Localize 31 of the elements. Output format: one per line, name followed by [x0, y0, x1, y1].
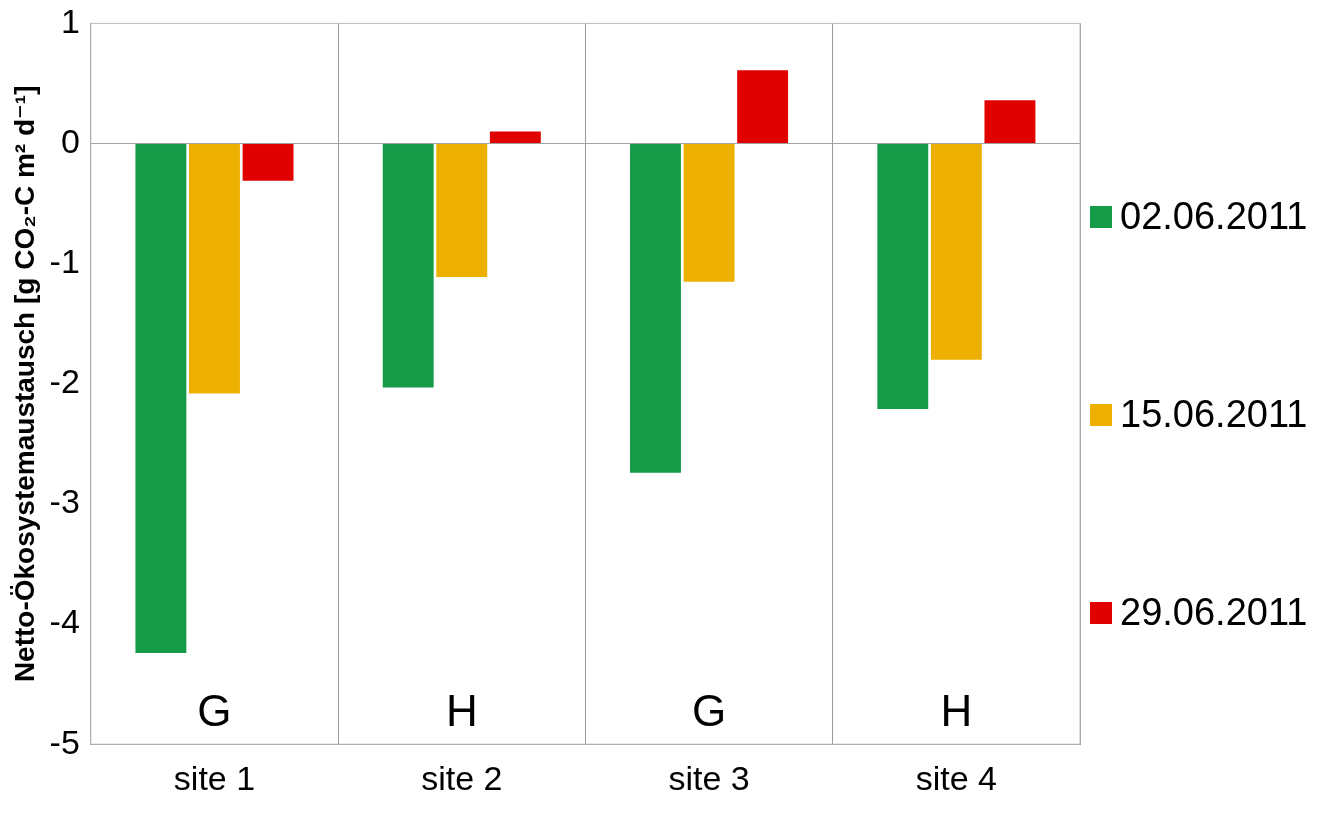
legend-label: 15.06.2011 — [1120, 393, 1308, 436]
annotation: H — [940, 686, 973, 736]
bar — [135, 143, 187, 653]
bar — [877, 143, 929, 410]
bar — [489, 131, 541, 144]
legend-label: 02.06.2011 — [1120, 195, 1308, 238]
annotation: H — [445, 686, 478, 736]
annotation: G — [691, 686, 727, 736]
bar — [930, 143, 982, 360]
y-tick-label: -3 — [49, 482, 80, 521]
y-tick-label: -1 — [49, 242, 80, 281]
bar — [242, 143, 294, 181]
bar — [189, 143, 240, 394]
y-tick-label: 1 — [60, 1, 80, 40]
bar — [737, 70, 789, 144]
x-tick-label: site 3 — [668, 758, 750, 797]
annotation: G — [197, 686, 232, 736]
y-tick-label: -4 — [49, 602, 80, 641]
x-tick-label: site 2 — [421, 758, 503, 797]
bar — [630, 143, 681, 473]
bar — [984, 100, 1036, 144]
y-tick-label: -5 — [49, 722, 80, 761]
legend-label: 29.06.2011 — [1120, 591, 1308, 634]
bar — [436, 143, 488, 277]
y-tick-label: 0 — [60, 121, 80, 160]
bar — [683, 143, 735, 282]
x-tick-label: site 1 — [173, 758, 256, 797]
y-axis-title: Netto-Ökosystemaustausch [g CO₂-C m² d⁻¹] — [8, 85, 40, 683]
bar — [382, 143, 434, 388]
x-tick-label: site 4 — [915, 758, 997, 797]
y-tick-label: -2 — [49, 362, 80, 401]
